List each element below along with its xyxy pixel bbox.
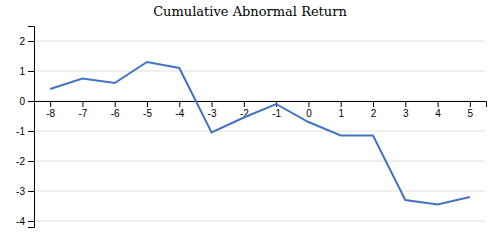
x-tick: -6 <box>111 101 120 119</box>
y-axis: -4 -3 -2 -1 0 1 2 <box>16 27 34 228</box>
y-tick: 0 <box>19 96 34 107</box>
x-tick-label: 4 <box>435 108 441 119</box>
x-tick: 2 <box>371 101 377 119</box>
x-tick-mark <box>50 101 51 107</box>
grid-line <box>34 41 486 42</box>
x-tick-mark <box>115 101 116 107</box>
x-tick: 3 <box>403 101 409 119</box>
x-tick-label: 1 <box>338 108 344 119</box>
y-tick-label: -1 <box>16 126 25 137</box>
x-tick-label: -5 <box>143 108 152 119</box>
x-tick-label: -3 <box>208 108 217 119</box>
x-tick-label: -7 <box>78 108 87 119</box>
x-tick: -5 <box>143 101 152 119</box>
x-tick: 5 <box>468 101 474 119</box>
x-tick-mark <box>438 101 439 107</box>
x-tick-label: -6 <box>111 108 120 119</box>
x-tick-mark <box>405 101 406 107</box>
x-tick-label: 0 <box>306 108 312 119</box>
chart: Cumulative Abnormal Return-4-3-2-1012-8-… <box>0 0 500 237</box>
x-tick-mark <box>308 101 309 107</box>
y-tick: 1 <box>19 66 34 77</box>
x-tick: -4 <box>175 101 184 119</box>
y-tick-mark <box>28 41 34 42</box>
x-tick-mark <box>147 101 148 107</box>
grid-line <box>34 131 486 132</box>
y-tick: -2 <box>16 156 34 167</box>
y-tick-mark <box>28 221 34 222</box>
grid-line <box>34 191 486 192</box>
y-tick-mark <box>28 191 34 192</box>
y-tick-label: 0 <box>19 96 25 107</box>
x-tick: -8 <box>46 101 55 119</box>
x-tick-mark <box>373 101 374 107</box>
y-tick: -1 <box>16 126 34 137</box>
title: Cumulative Abnormal Return <box>153 4 347 19</box>
grid-line <box>34 221 486 222</box>
x-tick: -3 <box>208 101 217 119</box>
marks <box>50 62 470 205</box>
y-tick-label: -2 <box>16 156 25 167</box>
y-tick-label: -4 <box>16 216 25 227</box>
x-tick-label: -8 <box>46 108 55 119</box>
y-tick-mark <box>28 71 34 72</box>
x-tick-mark <box>470 101 471 107</box>
y-tick-mark <box>28 131 34 132</box>
x-tick-label: -1 <box>272 108 281 119</box>
plot: -4 -3 -2 -1 0 1 2 -8 -7 -6 -5 -4 -3 -2 -1 0 1 2 3 4 5 <box>16 27 486 228</box>
y-tick-label: -3 <box>16 186 25 197</box>
x-tick-label: -4 <box>175 108 184 119</box>
grid-line <box>34 71 486 72</box>
x-tick-label: 3 <box>403 108 409 119</box>
x-tick-mark <box>179 101 180 107</box>
y-tick: -3 <box>16 186 34 197</box>
x-tick-mark <box>82 101 83 107</box>
x-tick-label: 2 <box>371 108 377 119</box>
y-tick-label: 1 <box>19 66 25 77</box>
y-tick: 2 <box>19 36 34 47</box>
y-tick-label: 2 <box>19 36 25 47</box>
x-tick: 4 <box>435 101 441 119</box>
y-tick-mark <box>28 161 34 162</box>
x-tick: 0 <box>306 101 312 119</box>
x-tick: -7 <box>78 101 87 119</box>
line <box>50 62 470 205</box>
x-tick-mark <box>341 101 342 107</box>
x-tick: 1 <box>338 101 344 119</box>
x-axis-line <box>35 102 487 108</box>
x-tick-mark <box>244 101 245 107</box>
grid <box>34 41 486 221</box>
y-tick: -4 <box>16 216 34 227</box>
x-tick-mark <box>212 101 213 107</box>
grid-line <box>34 161 486 162</box>
y-tick-mark <box>28 101 34 102</box>
x-tick-label: 5 <box>468 108 474 119</box>
y-axis-line <box>28 27 35 228</box>
